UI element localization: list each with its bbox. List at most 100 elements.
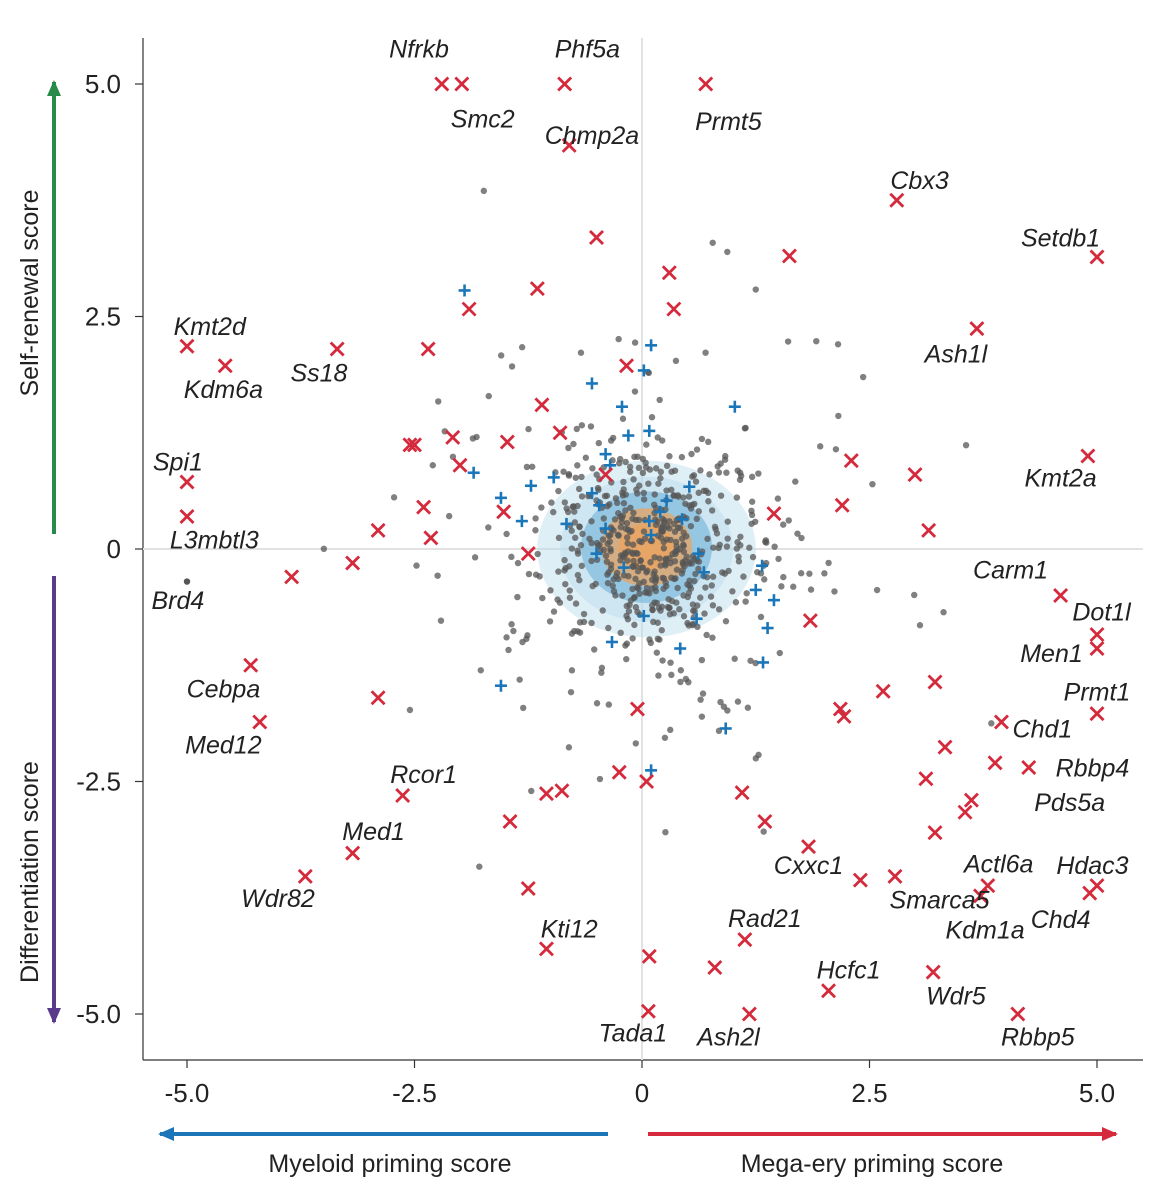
background-point — [596, 775, 604, 783]
background-point — [629, 635, 636, 642]
background-point — [654, 635, 661, 643]
gene-point-ash1l — [969, 321, 985, 337]
background-point — [510, 627, 517, 635]
background-point — [435, 398, 442, 405]
gene-label-ss18: Ss18 — [290, 359, 347, 387]
background-point — [532, 515, 539, 522]
background-point — [622, 550, 629, 558]
background-point — [568, 667, 576, 674]
hit-x-stroke-b — [766, 506, 782, 522]
background-point — [792, 478, 799, 485]
background-point — [757, 613, 765, 621]
background-point — [790, 583, 797, 590]
hit-x-stroke-b — [801, 839, 817, 855]
hit-x-stroke-b — [407, 437, 422, 453]
gene-label-ash1l: Ash1l — [923, 341, 989, 369]
gene-point-chd1 — [993, 714, 1009, 730]
hit-x-stroke-b — [737, 932, 753, 948]
background-point — [429, 462, 436, 469]
gene-label-chd4: Chd4 — [1031, 906, 1091, 934]
background-point — [710, 544, 717, 551]
background-point — [687, 522, 695, 530]
background-point — [625, 607, 633, 615]
gene-label-prmt1: Prmt1 — [1064, 678, 1131, 706]
background-point — [677, 678, 684, 686]
hit-x-stroke-b — [434, 76, 450, 92]
hit-markers — [179, 76, 1105, 1022]
gene-point-cebpa — [243, 657, 259, 673]
background-point — [688, 450, 695, 458]
gene-point-smarca5 — [973, 888, 989, 904]
hit-point — [284, 569, 300, 585]
background-point — [806, 570, 813, 577]
background-point — [715, 544, 722, 552]
background-point — [747, 657, 754, 664]
background-point — [746, 544, 753, 551]
hit-x-stroke-b — [993, 714, 1009, 730]
gene-point-dot1l — [1089, 627, 1105, 643]
background-point — [573, 425, 581, 433]
background-point — [655, 480, 662, 487]
background-point — [564, 508, 572, 516]
hit-point — [927, 825, 943, 841]
background-point — [962, 441, 970, 449]
hit-point — [370, 522, 386, 538]
hit-x-stroke-b — [452, 457, 468, 473]
hit-point — [757, 814, 773, 829]
background-point — [674, 524, 682, 531]
gene-label-kdm6a: Kdm6a — [184, 376, 263, 404]
background-point — [631, 339, 639, 346]
control-point — [622, 429, 635, 442]
background-point — [663, 487, 670, 494]
background-point — [689, 621, 696, 629]
hit-point — [666, 301, 682, 317]
hit-x-stroke-b — [741, 1006, 757, 1022]
gene-label-med1: Med1 — [342, 818, 405, 846]
background-point — [647, 559, 654, 566]
background-point — [577, 349, 585, 356]
hit-point — [927, 674, 943, 690]
gene-point-phf5a — [557, 76, 573, 92]
gene-label-pds5a: Pds5a — [1034, 789, 1105, 817]
hit-x-stroke-b — [502, 814, 518, 829]
hit-point — [661, 265, 677, 281]
background-point — [586, 535, 593, 542]
control-point — [756, 559, 769, 572]
background-point — [620, 572, 628, 579]
background-point — [613, 499, 621, 507]
background-point — [497, 352, 505, 359]
background-point — [677, 667, 685, 674]
control-point — [494, 679, 507, 692]
hit-x-stroke-b — [554, 783, 570, 799]
background-point — [566, 594, 574, 601]
background-point — [680, 613, 688, 620]
background-point — [602, 552, 610, 559]
background-point — [622, 507, 629, 514]
control-point — [494, 491, 507, 504]
background-point — [705, 498, 712, 505]
background-point — [648, 413, 656, 421]
hit-x-stroke-b — [370, 690, 386, 706]
gene-point-cbx3 — [889, 192, 905, 208]
gene-point-rcor1 — [395, 787, 411, 803]
hit-x-stroke-b — [734, 785, 750, 801]
background-point — [588, 557, 595, 565]
hit-point — [852, 872, 868, 888]
background-point — [580, 610, 588, 618]
self-renewal-arrow — [47, 80, 61, 534]
background-point — [636, 580, 643, 587]
background-point — [695, 508, 703, 515]
hit-point — [538, 786, 554, 802]
background-point — [604, 579, 612, 587]
background-point — [523, 463, 531, 471]
background-point — [813, 337, 820, 345]
background-point — [550, 508, 557, 516]
background-point — [707, 593, 715, 600]
background-point — [691, 607, 698, 615]
hit-x-stroke-b — [552, 425, 568, 441]
background-point — [666, 525, 673, 532]
hit-point — [445, 429, 461, 445]
hit-x-stroke-b — [179, 474, 195, 490]
hit-x-stroke-b — [297, 868, 313, 884]
hit-point — [766, 506, 782, 522]
